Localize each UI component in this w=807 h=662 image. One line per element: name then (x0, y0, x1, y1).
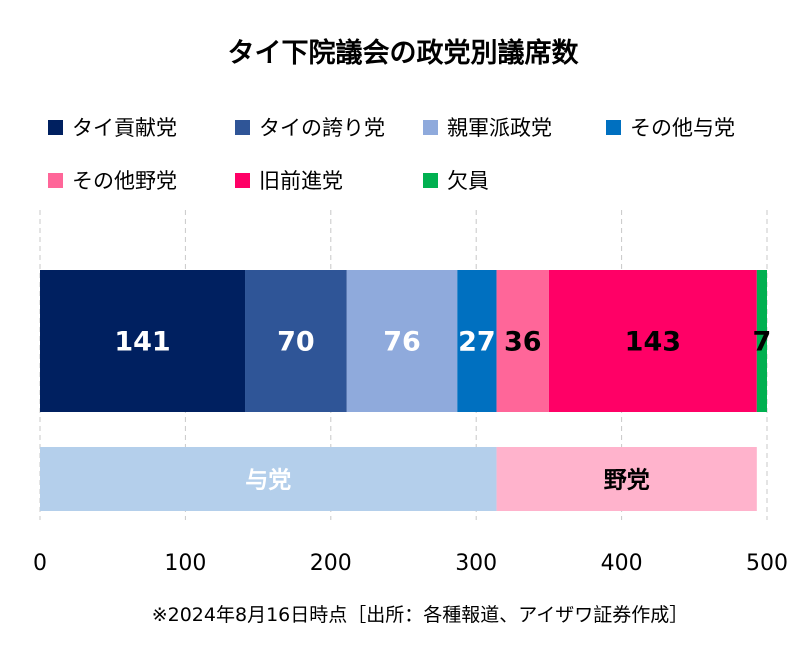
bar-data-label: 141 (114, 327, 170, 358)
legend-label: タイの誇り党 (259, 116, 385, 140)
x-tick-label: 400 (601, 551, 643, 576)
bar-segment (496, 447, 757, 511)
legend-swatch (235, 120, 250, 135)
source-note: ※2024年8月16日時点［出所：各種報道、アイザワ証券作成］ (152, 604, 689, 626)
bar-segment (40, 447, 497, 511)
chart-title: タイ下院議会の政党別議席数 (228, 37, 580, 69)
bar-data-label: 70 (277, 327, 315, 358)
x-tick-label: 100 (164, 551, 206, 576)
bar-data-label: 与党 (245, 467, 291, 493)
bars: 141 70 76 27 36 143 7 与党 野党 (40, 270, 771, 511)
bar-segment (40, 270, 246, 412)
bar-segment (245, 270, 347, 412)
bar-segment (496, 270, 549, 412)
bar-data-label: 7 (753, 327, 772, 358)
bar-segment (756, 270, 767, 412)
x-tick-label: 500 (746, 551, 788, 576)
bar-data-label: 野党 (604, 467, 650, 493)
legend-swatch (423, 173, 438, 188)
x-axis-ticks: 0 100 200 300 400 500 (33, 551, 788, 576)
legend-swatch (423, 120, 438, 135)
bar-data-label: 36 (504, 327, 542, 358)
legend-swatch (48, 173, 63, 188)
bar-data-label: 76 (383, 327, 421, 358)
legend-swatch (235, 173, 250, 188)
legend-label: 旧前進党 (259, 169, 343, 193)
bar-data-label: 143 (625, 327, 681, 358)
legend-label: その他与党 (630, 116, 735, 140)
bar-segment (457, 270, 497, 412)
bar-segment (346, 270, 458, 412)
legend-label: 欠員 (447, 169, 489, 193)
legend-label: 親軍派政党 (447, 116, 552, 140)
legend-label: その他野党 (72, 169, 177, 193)
legend-label: タイ貢献党 (72, 116, 177, 140)
legend-swatch (48, 120, 63, 135)
x-tick-label: 300 (455, 551, 497, 576)
x-tick-label: 0 (33, 551, 47, 576)
bar-data-label: 27 (458, 327, 496, 358)
bar-segment (548, 270, 757, 412)
x-tick-label: 200 (310, 551, 352, 576)
legend-swatch (606, 120, 621, 135)
